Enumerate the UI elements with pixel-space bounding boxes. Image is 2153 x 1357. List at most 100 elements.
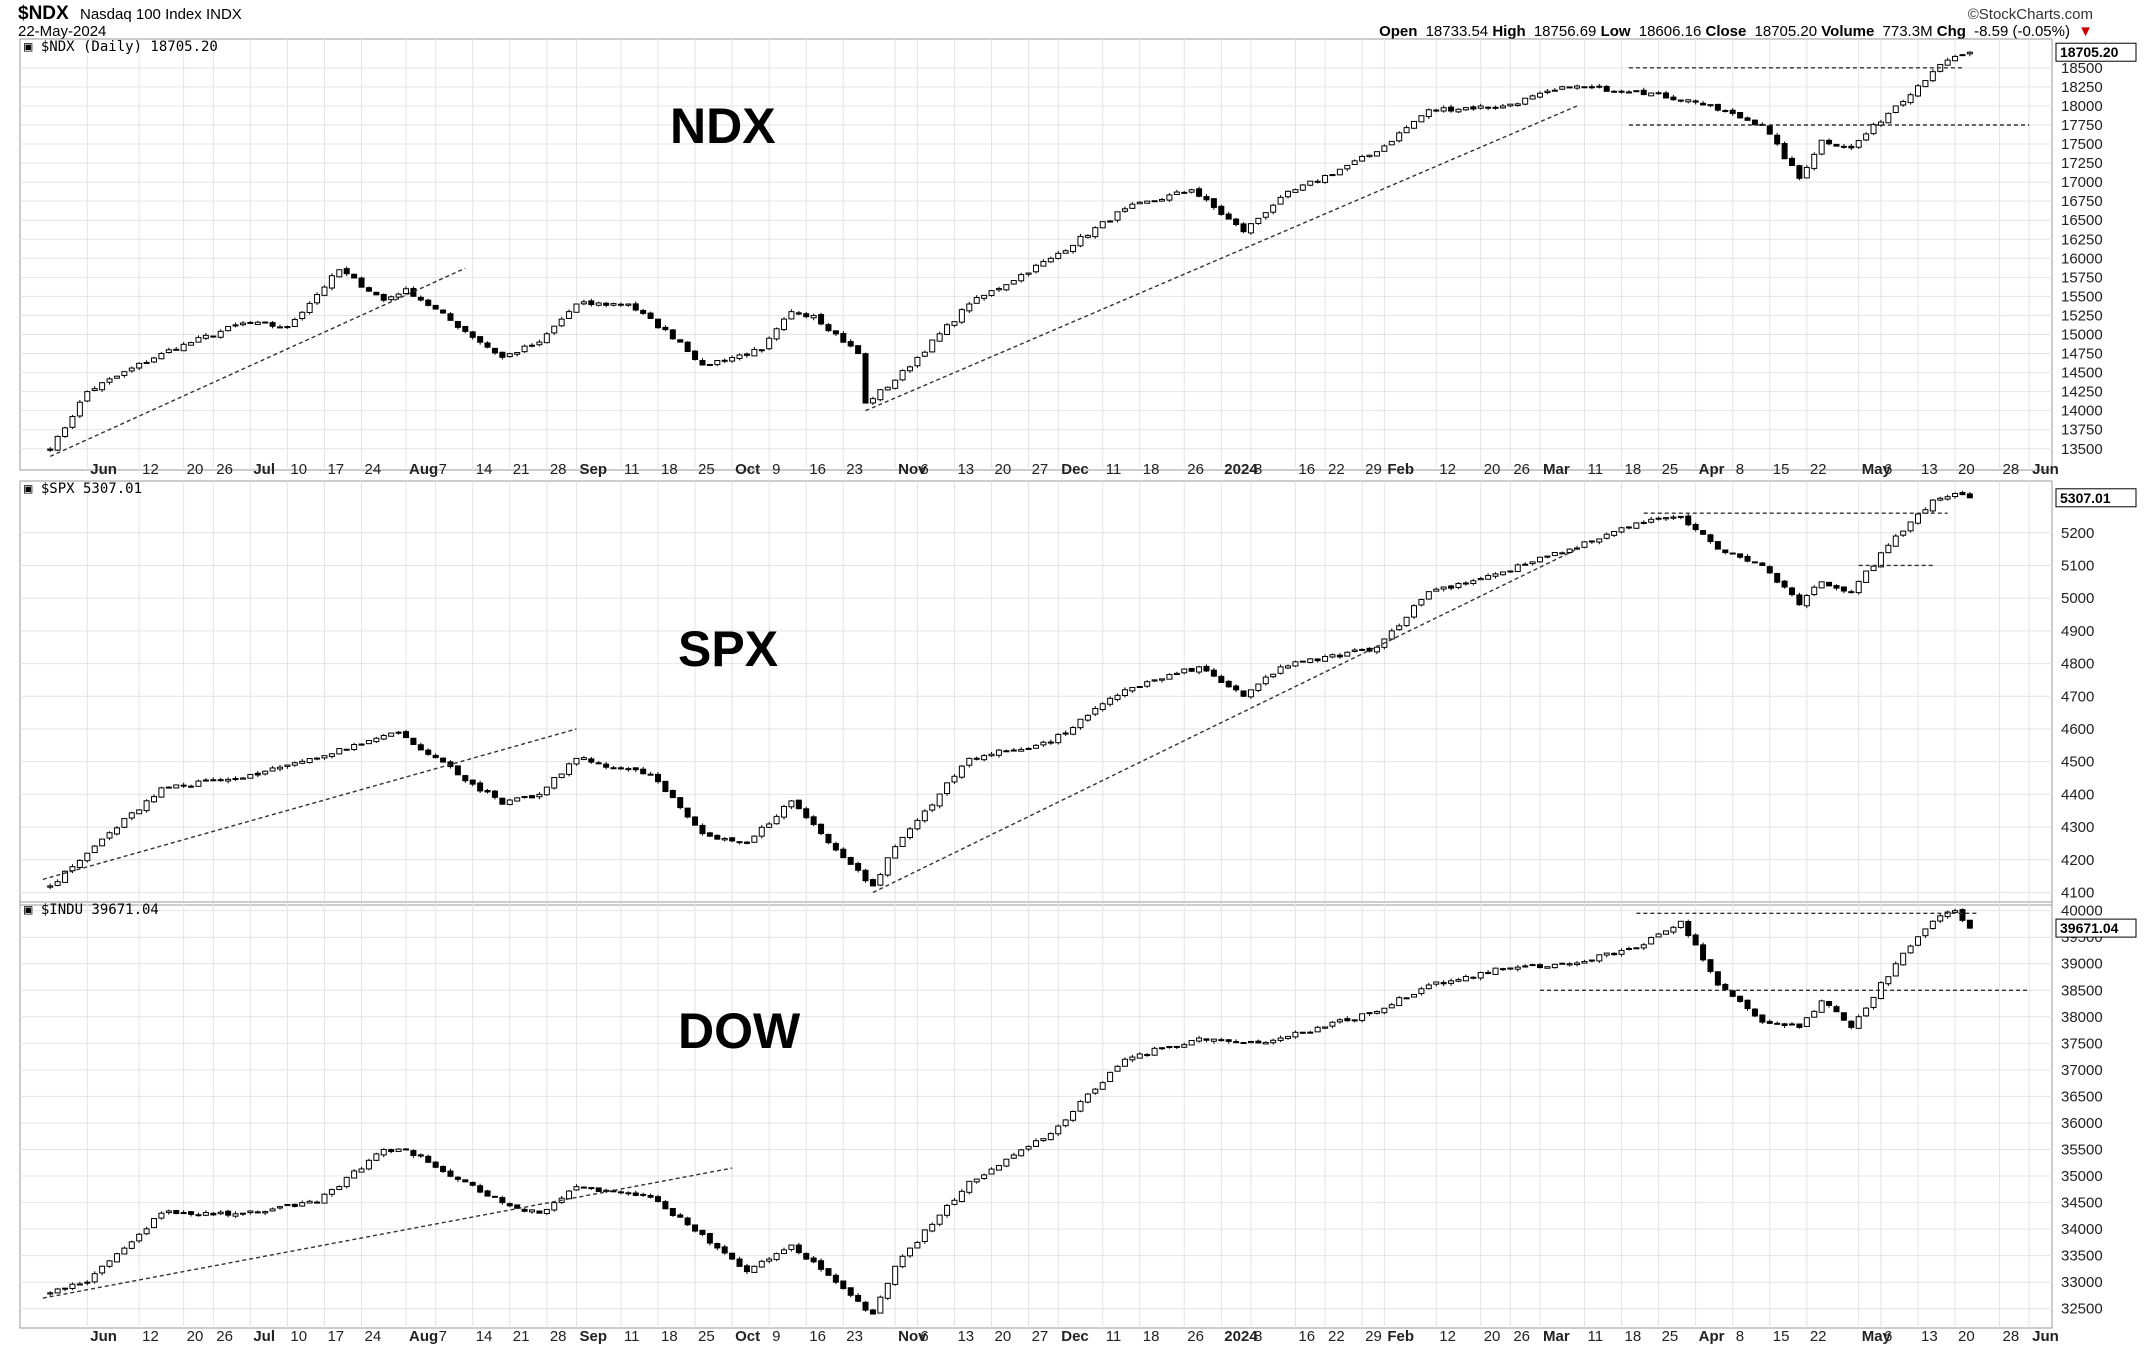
candle	[1070, 244, 1077, 253]
candle	[1811, 1010, 1818, 1018]
candle	[1270, 673, 1277, 678]
candle	[1885, 112, 1892, 124]
candle	[1166, 674, 1173, 680]
candle	[113, 827, 120, 835]
candle	[477, 782, 484, 792]
x-tick-label: 17	[327, 1328, 344, 1345]
candle	[1173, 672, 1180, 676]
trendline	[42, 728, 577, 881]
x-tick-label: 17	[327, 461, 344, 478]
candle	[388, 732, 395, 737]
x-axis: Jun 12 20 26 Jul 10 17 24 Aug 7 14 21 28 Sep 11 18 25 Oct…	[90, 1328, 2059, 1345]
candle	[640, 309, 647, 314]
candle	[1655, 933, 1662, 938]
candle	[477, 336, 484, 343]
candle	[1233, 218, 1240, 225]
candle	[1848, 591, 1855, 594]
y-tick-label: 4700	[2061, 688, 2094, 705]
candle	[655, 773, 661, 783]
candle	[1299, 1031, 1306, 1034]
candle	[1047, 741, 1054, 744]
candle	[1870, 123, 1877, 135]
candle	[588, 758, 595, 763]
x-tick-label: 20	[1958, 1328, 1975, 1345]
candle	[662, 780, 669, 793]
candle	[195, 780, 202, 787]
candle	[521, 1208, 528, 1212]
candle	[425, 1155, 432, 1163]
candle	[1425, 984, 1432, 990]
x-tick-label: 26	[1513, 461, 1530, 478]
candle	[1633, 522, 1640, 529]
candle	[899, 370, 906, 381]
candle	[1692, 523, 1699, 531]
x-tick-label: 14	[476, 461, 493, 478]
candle	[1033, 264, 1039, 273]
last-value-tag: 5307.01	[2055, 488, 2137, 508]
candle	[566, 1190, 573, 1200]
candle	[314, 757, 321, 760]
candles	[47, 908, 1973, 1315]
candle	[818, 1260, 825, 1270]
candle	[262, 321, 269, 324]
candle	[914, 1241, 921, 1249]
candle	[128, 1241, 135, 1249]
candle	[151, 796, 157, 803]
candle	[1388, 140, 1395, 146]
candle	[521, 345, 528, 353]
candle	[1929, 499, 1936, 512]
candle	[447, 1170, 454, 1177]
x-tick-label: 6	[920, 1328, 928, 1345]
x-tick-label: 6	[920, 461, 928, 478]
x-tick-label: 13	[1921, 1328, 1938, 1345]
candle	[54, 435, 61, 451]
candle	[1729, 552, 1736, 555]
candle	[136, 809, 143, 815]
candle	[232, 324, 239, 327]
candle	[1559, 86, 1566, 90]
candle	[1084, 1093, 1091, 1103]
y-tick-label: 35000	[2061, 1168, 2103, 1185]
candle	[1922, 928, 1929, 937]
x-tick-label: Mar	[1543, 461, 1570, 478]
candle	[269, 322, 276, 327]
trendline	[872, 548, 1578, 894]
candle	[47, 448, 54, 451]
candle	[721, 838, 728, 841]
candle	[1440, 982, 1447, 985]
candle	[1885, 544, 1892, 554]
candle	[832, 843, 839, 851]
candle	[1114, 211, 1121, 221]
candle	[1225, 680, 1232, 688]
candle	[1299, 184, 1306, 191]
candle	[136, 1233, 143, 1242]
candle	[1210, 1038, 1217, 1042]
candle	[314, 1201, 321, 1204]
candle	[1403, 127, 1410, 134]
candle	[1892, 535, 1899, 547]
candle	[76, 1283, 83, 1286]
candle	[1507, 967, 1514, 970]
candle	[736, 1258, 743, 1267]
candle	[1470, 106, 1477, 110]
candle	[862, 869, 869, 882]
x-tick-label: Jun	[90, 461, 117, 478]
candle	[1655, 92, 1662, 95]
candle	[1070, 1110, 1077, 1121]
candle	[1373, 151, 1380, 157]
candle	[1247, 1040, 1254, 1044]
y-tick-label: 4800	[2061, 656, 2094, 673]
candle	[1670, 516, 1677, 519]
candle	[692, 350, 699, 360]
candle	[1818, 581, 1825, 589]
candle	[1003, 284, 1010, 291]
candle	[1537, 964, 1543, 969]
low-label: Low	[1600, 23, 1631, 40]
candle	[380, 1149, 387, 1156]
candle	[1196, 1037, 1203, 1042]
candle	[1581, 961, 1588, 964]
candle	[907, 366, 913, 372]
index-label: NDX	[670, 98, 776, 154]
candle	[1255, 683, 1262, 691]
x-tick-label: Jun	[90, 1328, 117, 1345]
